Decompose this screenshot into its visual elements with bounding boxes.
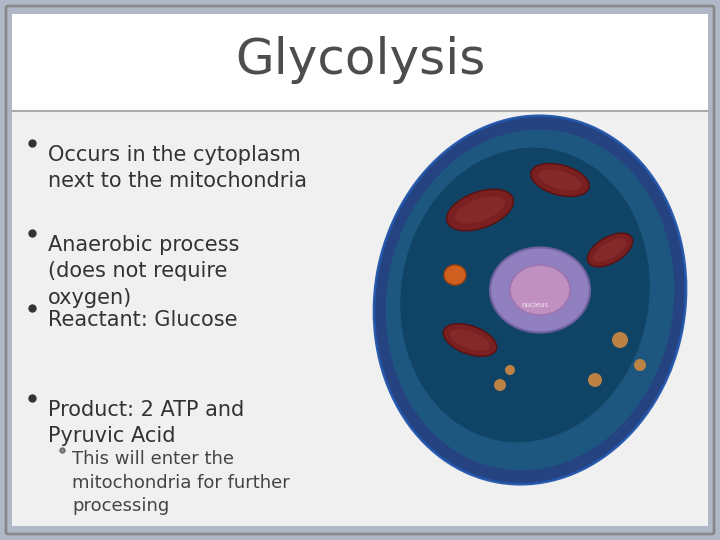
Ellipse shape bbox=[450, 329, 490, 350]
Ellipse shape bbox=[444, 323, 497, 356]
Ellipse shape bbox=[446, 190, 513, 231]
Ellipse shape bbox=[531, 164, 589, 197]
Text: nucleus: nucleus bbox=[521, 302, 549, 308]
Text: Anaerobic process
(does not require
oxygen): Anaerobic process (does not require oxyg… bbox=[48, 235, 239, 308]
Ellipse shape bbox=[588, 233, 633, 267]
Ellipse shape bbox=[494, 379, 506, 391]
Ellipse shape bbox=[538, 170, 582, 191]
Text: Occurs in the cytoplasm
next to the mitochondria: Occurs in the cytoplasm next to the mito… bbox=[48, 145, 307, 191]
Ellipse shape bbox=[455, 197, 505, 224]
FancyBboxPatch shape bbox=[12, 111, 708, 526]
FancyBboxPatch shape bbox=[6, 6, 714, 534]
Ellipse shape bbox=[634, 359, 646, 371]
Text: Product: 2 ATP and
Pyruvic Acid: Product: 2 ATP and Pyruvic Acid bbox=[48, 400, 244, 447]
Ellipse shape bbox=[374, 116, 686, 484]
FancyBboxPatch shape bbox=[12, 14, 708, 110]
Text: This will enter the
mitochondria for further
processing: This will enter the mitochondria for fur… bbox=[72, 450, 289, 515]
Ellipse shape bbox=[400, 147, 649, 442]
Ellipse shape bbox=[588, 373, 602, 387]
Ellipse shape bbox=[505, 365, 515, 375]
Text: Reactant: Glucose: Reactant: Glucose bbox=[48, 310, 238, 330]
Text: Glycolysis: Glycolysis bbox=[235, 36, 485, 84]
Ellipse shape bbox=[386, 130, 675, 470]
Ellipse shape bbox=[444, 265, 466, 285]
Ellipse shape bbox=[612, 332, 628, 348]
Ellipse shape bbox=[593, 239, 626, 261]
Ellipse shape bbox=[490, 247, 590, 333]
Ellipse shape bbox=[510, 265, 570, 315]
